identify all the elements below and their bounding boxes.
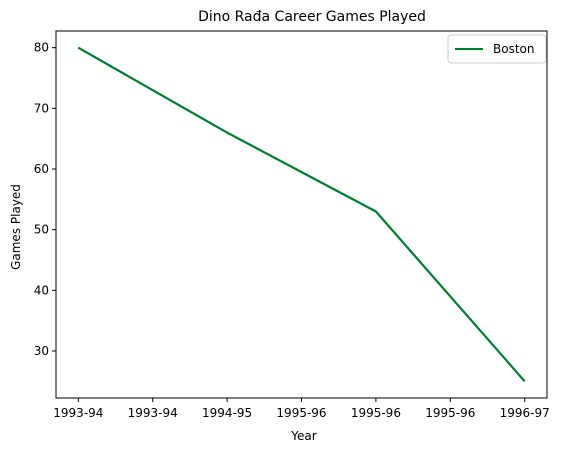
x-tick-label: 1993-94 [53, 406, 103, 420]
legend-label-boston: Boston [493, 42, 534, 56]
y-ticks: 30 40 50 60 70 80 [34, 41, 56, 358]
y-axis-label: Games Played [9, 184, 23, 270]
x-tick-label: 1995-96 [425, 406, 475, 420]
legend: Boston [447, 34, 547, 64]
legend-box [447, 34, 547, 64]
x-axis-label: Year [290, 429, 316, 443]
y-tick-label: 40 [34, 283, 49, 297]
y-tick-label: 70 [34, 101, 49, 115]
x-tick-label: 1995-96 [276, 406, 326, 420]
x-tick-label: 1996-97 [500, 406, 550, 420]
x-tick-label: 1994-95 [202, 406, 252, 420]
series-lines [77, 46, 526, 383]
x-ticks: 1993-94 1993-94 1994-95 1995-96 1995-96 1995-… [53, 398, 550, 420]
y-tick-label: 30 [34, 344, 49, 358]
series-line-boston [77, 46, 526, 383]
x-tick-label: 1995-96 [351, 406, 401, 420]
y-tick-label: 80 [34, 41, 49, 55]
x-tick-label: 1993-94 [128, 406, 178, 420]
chart-title: Dino Rađa Career Games Played [198, 9, 426, 25]
plot-area: 30 40 50 60 70 80 1993-94 1993-94 1994-95 1995-9… [34, 30, 550, 420]
y-tick-label: 60 [34, 162, 49, 176]
plot-frame [55, 30, 548, 399]
y-tick-label: 50 [34, 223, 49, 237]
